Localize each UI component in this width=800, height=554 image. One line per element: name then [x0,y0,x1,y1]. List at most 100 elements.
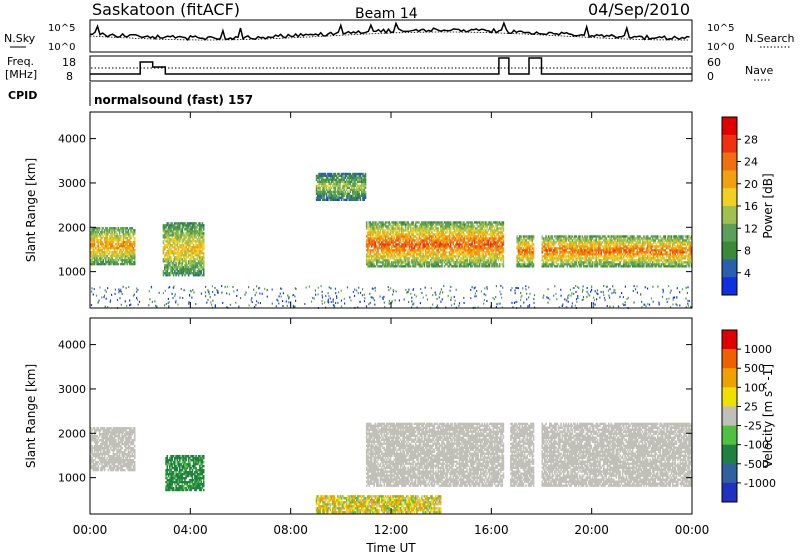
power-cell [170,226,172,229]
power-cell [373,263,375,266]
power-cell [108,257,111,260]
power-cell [343,184,345,187]
power-cell [595,251,597,254]
power-cell [131,231,133,234]
power-cell [367,255,369,258]
power-cell [555,241,557,244]
power-cell [382,233,384,236]
power-cell [189,262,191,265]
power-cell [372,243,374,246]
power-cell [368,253,370,256]
power-cell [502,237,505,240]
power-cell [105,261,107,264]
power-cell [399,239,402,242]
power-cell [199,270,201,273]
power-cell [378,237,381,240]
power-cell [325,188,328,191]
power-cell [438,257,441,260]
power-cell [523,263,526,266]
power-cell [195,240,197,243]
power-cell [487,241,490,244]
power-cell [91,241,93,244]
power-cell [599,245,601,248]
power-cell [172,274,175,277]
power-cell [391,235,393,238]
power-cell [480,261,482,264]
power-cell [98,247,101,250]
power-cell [332,198,334,201]
power-cell [352,174,354,177]
power-cell [172,266,175,269]
power-cell [190,234,192,237]
power-cell [412,237,414,240]
power-cell [542,259,545,262]
power-cell [383,247,386,250]
power-cell [374,237,377,240]
power-cell [565,257,567,260]
power-cell [517,261,520,264]
power-cell [179,234,181,237]
power-cell [167,226,170,229]
power-cell [108,247,111,250]
power-cell [186,268,189,271]
power-cell [541,251,544,254]
power-cell [354,192,357,195]
power-cell [187,230,190,233]
power-cell [404,257,407,260]
power-cell [402,237,404,240]
power-cell [190,248,192,251]
power-cell [120,229,122,232]
power-cell [192,264,195,267]
power-cell [200,264,202,267]
power-cell [552,255,555,258]
power-cell [186,270,189,273]
power-cell [383,257,386,260]
power-cell [388,243,391,246]
power-cell [352,182,354,185]
power-cell [497,241,500,244]
power-cell [391,237,393,240]
power-cell [556,251,559,254]
power-cell [112,245,115,248]
power-cell [181,252,184,255]
power-cell [394,249,397,252]
power-cell [384,259,387,262]
power-cell [388,255,391,258]
power-cell [127,235,130,238]
power-cell [111,241,113,244]
power-cell [186,242,189,245]
power-cell [384,237,387,240]
power-cell [200,242,202,245]
power-cell [201,234,204,237]
power-cell [194,250,196,253]
power-cell [572,253,575,256]
power-cell [393,261,396,264]
power-cell [572,259,575,262]
power-cell [600,251,602,254]
power-cell [394,227,397,230]
power-cell [175,268,177,271]
power-cell [202,244,205,247]
power-cell [191,264,194,267]
power-cell [180,244,182,247]
power-cell [600,243,602,246]
power-cell [96,241,98,244]
power-cell [127,259,130,262]
power-cell [96,249,98,252]
power-cell [532,243,535,246]
power-cell [408,259,411,262]
power-cell [167,256,170,259]
power-cell [396,237,398,240]
power-cell [191,266,194,269]
power-cell [202,260,205,263]
power-cell [358,190,360,193]
power-cell [185,266,187,269]
power-cell [177,224,180,227]
power-cell [118,235,121,238]
power-cell [370,259,373,262]
power-cell [386,263,388,266]
power-cell [551,235,554,238]
power-cell [121,243,123,246]
power-cell [393,229,396,232]
power-cell [197,250,200,253]
